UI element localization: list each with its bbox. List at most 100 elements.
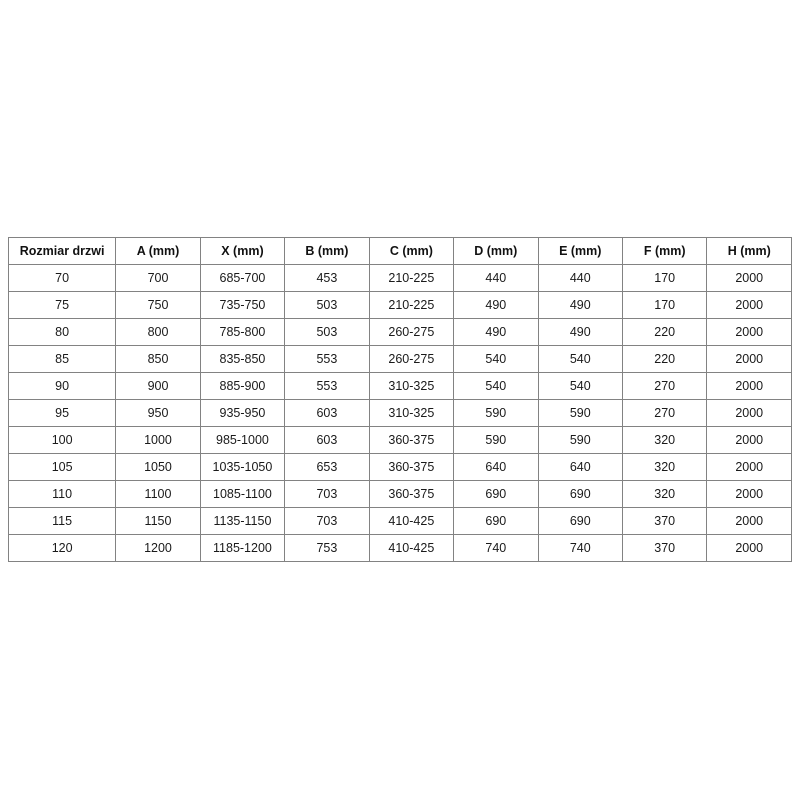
table-cell: 590: [453, 399, 539, 427]
table-cell: 785-800: [199, 318, 286, 346]
table-cell: 690: [537, 480, 623, 508]
table-cell: 2000: [706, 318, 792, 346]
table-cell: 100: [7, 426, 117, 454]
table-cell: 80: [7, 318, 117, 346]
table-cell: 490: [453, 291, 539, 319]
table-cell: 440: [453, 264, 539, 292]
table-cell: 935-950: [199, 399, 286, 427]
table-cell: 490: [537, 291, 623, 319]
table-cell: 740: [537, 534, 623, 562]
table-cell: 700: [115, 264, 201, 292]
table-cell: 1100: [115, 480, 201, 508]
table-cell: 590: [537, 399, 623, 427]
table-cell: 835-850: [199, 345, 286, 373]
table-cell: 440: [537, 264, 623, 292]
table-cell: 2000: [706, 507, 792, 535]
table-cell: 540: [537, 345, 623, 373]
table-cell: 750: [115, 291, 201, 319]
table-cell: 2000: [706, 399, 792, 427]
table-cell: 220: [621, 345, 708, 373]
table-header-row: Rozmiar drzwi A (mm) X (mm) B (mm) C (mm…: [7, 237, 792, 265]
table-cell: 590: [537, 426, 623, 454]
column-header-b: B (mm): [284, 237, 370, 265]
table-cell: 985-1000: [199, 426, 286, 454]
table-cell: 740: [453, 534, 539, 562]
table-cell: 603: [284, 426, 370, 454]
table-cell: 70: [7, 264, 117, 292]
table-cell: 270: [621, 399, 708, 427]
table-cell: 950: [115, 399, 201, 427]
table-cell: 540: [453, 345, 539, 373]
table-cell: 410-425: [368, 507, 455, 535]
table-cell: 85: [7, 345, 117, 373]
table-cell: 850: [115, 345, 201, 373]
column-header-e: E (mm): [537, 237, 623, 265]
table-cell: 410-425: [368, 534, 455, 562]
table-row: 90 900 885-900 553 310-325 540 540 270 2…: [7, 372, 792, 400]
table-cell: 360-375: [368, 480, 455, 508]
table-cell: 320: [621, 426, 708, 454]
table-cell: 2000: [706, 426, 792, 454]
table-cell: 690: [537, 507, 623, 535]
table-row: 80 800 785-800 503 260-275 490 490 220 2…: [7, 318, 792, 346]
table-cell: 490: [537, 318, 623, 346]
table-cell: 640: [453, 453, 539, 481]
table-cell: 110: [7, 480, 117, 508]
table-cell: 370: [621, 534, 708, 562]
table-cell: 540: [453, 372, 539, 400]
table-cell: 260-275: [368, 345, 455, 373]
table-row: 105 1050 1035-1050 653 360-375 640 640 3…: [7, 453, 792, 481]
table-cell: 503: [284, 318, 370, 346]
table-cell: 503: [284, 291, 370, 319]
table-cell: 210-225: [368, 291, 455, 319]
table-cell: 553: [284, 345, 370, 373]
table-cell: 2000: [706, 453, 792, 481]
table-cell: 1035-1050: [199, 453, 286, 481]
table-row: 95 950 935-950 603 310-325 590 590 270 2…: [7, 399, 792, 427]
table-cell: 653: [284, 453, 370, 481]
table-cell: 703: [284, 480, 370, 508]
table-cell: 1135-1150: [199, 507, 286, 535]
table-row: 75 750 735-750 503 210-225 490 490 170 2…: [7, 291, 792, 319]
table-row: 70 700 685-700 453 210-225 440 440 170 2…: [7, 264, 792, 292]
column-header-rozmiar-drzwi: Rozmiar drzwi: [7, 237, 117, 265]
table-cell: 885-900: [199, 372, 286, 400]
table-cell: 753: [284, 534, 370, 562]
table-cell: 370: [621, 507, 708, 535]
table-cell: 590: [453, 426, 539, 454]
table-cell: 2000: [706, 480, 792, 508]
table-cell: 735-750: [199, 291, 286, 319]
table-cell: 310-325: [368, 399, 455, 427]
table-cell: 1085-1100: [199, 480, 286, 508]
table-row: 110 1100 1085-1100 703 360-375 690 690 3…: [7, 480, 792, 508]
table-cell: 490: [453, 318, 539, 346]
table-cell: 1050: [115, 453, 201, 481]
column-header-h: H (mm): [706, 237, 792, 265]
table-cell: 360-375: [368, 453, 455, 481]
table-cell: 90: [7, 372, 117, 400]
table-cell: 553: [284, 372, 370, 400]
door-dimensions-table: Rozmiar drzwi A (mm) X (mm) B (mm) C (mm…: [7, 237, 792, 562]
table-row: 85 850 835-850 553 260-275 540 540 220 2…: [7, 345, 792, 373]
table-cell: 95: [7, 399, 117, 427]
table-cell: 2000: [706, 534, 792, 562]
column-header-f: F (mm): [621, 237, 708, 265]
table-cell: 1150: [115, 507, 201, 535]
table-cell: 260-275: [368, 318, 455, 346]
table-cell: 703: [284, 507, 370, 535]
table-row: 115 1150 1135-1150 703 410-425 690 690 3…: [7, 507, 792, 535]
table-cell: 603: [284, 399, 370, 427]
table-cell: 2000: [706, 372, 792, 400]
table-cell: 105: [7, 453, 117, 481]
table-cell: 685-700: [199, 264, 286, 292]
table-cell: 320: [621, 480, 708, 508]
table-cell: 2000: [706, 264, 792, 292]
column-header-x: X (mm): [199, 237, 286, 265]
column-header-c: C (mm): [368, 237, 455, 265]
table-cell: 115: [7, 507, 117, 535]
table-cell: 690: [453, 507, 539, 535]
column-header-a: A (mm): [115, 237, 201, 265]
table-cell: 1000: [115, 426, 201, 454]
table-cell: 800: [115, 318, 201, 346]
